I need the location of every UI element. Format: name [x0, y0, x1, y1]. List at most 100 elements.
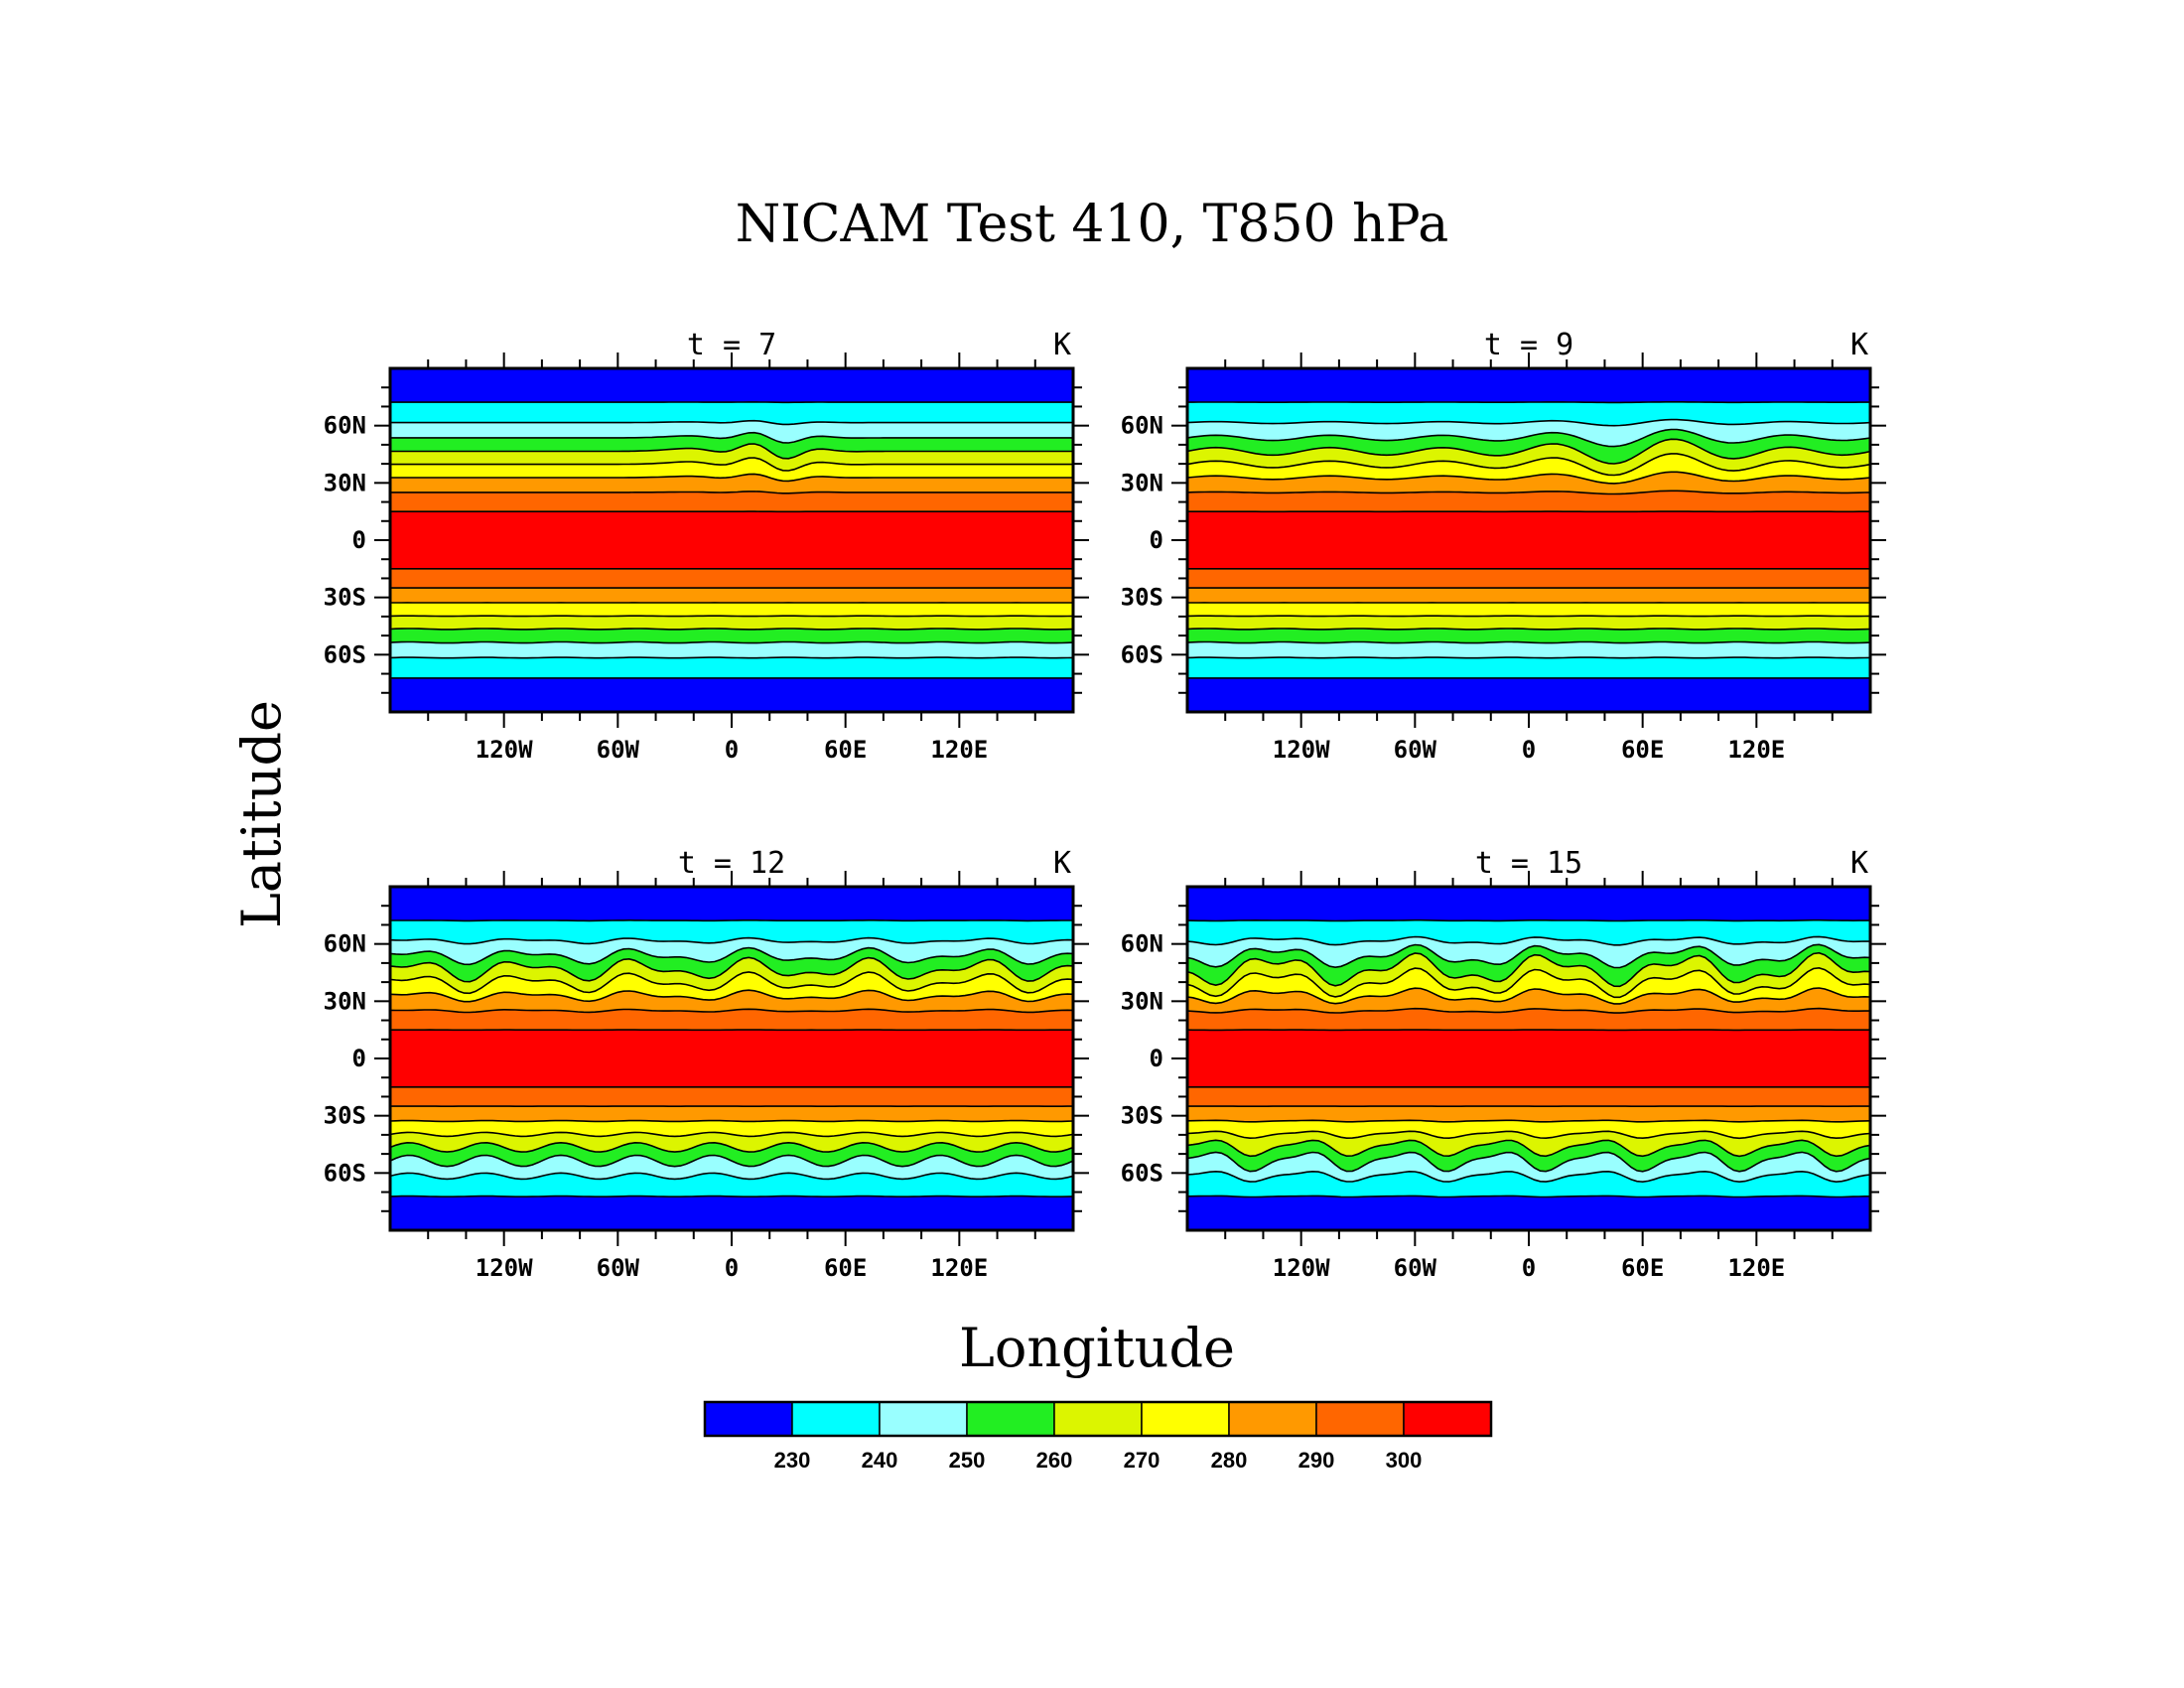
- y-tick-label: 60S: [324, 1159, 366, 1187]
- y-axis-title: Latitude: [230, 700, 293, 928]
- contour-250-south: [1187, 1151, 1870, 1173]
- y-tick-label: 30N: [1121, 469, 1163, 496]
- contour-240-south: [390, 656, 1073, 659]
- contour-270-north: [1187, 453, 1870, 477]
- contour-260-north: [390, 443, 1073, 460]
- y-tick-label: 60N: [1121, 412, 1163, 440]
- y-tick-label: 0: [352, 1045, 366, 1072]
- contour-270-north: [390, 971, 1073, 995]
- colorbar-box: [704, 1401, 793, 1437]
- y-tick-label: 0: [1150, 526, 1163, 554]
- contour-280-north: [1187, 471, 1870, 485]
- y-tick-label: 30S: [1121, 584, 1163, 612]
- colorbar: 230 240 250 260 270 280 290 300: [703, 1400, 1493, 1473]
- x-tick-label: 60E: [1621, 736, 1664, 764]
- contour-270-north: [390, 457, 1073, 472]
- x-tick-label: 60E: [824, 1254, 867, 1282]
- contour-280-north: [390, 473, 1073, 483]
- colorbar-label: 230: [774, 1448, 811, 1473]
- y-tick-label: 60S: [1121, 640, 1163, 668]
- contour-240-south: [1187, 656, 1870, 659]
- y-tick-label: 60N: [324, 930, 366, 958]
- x-tick-label: 60E: [824, 736, 867, 764]
- colorbar-box: [1403, 1401, 1492, 1437]
- x-tick-label: 60W: [597, 736, 640, 764]
- band-300: [390, 511, 1073, 569]
- contour-290-north: [1187, 490, 1870, 495]
- y-tick-label: 60S: [324, 640, 366, 668]
- colorbar-box: [791, 1401, 881, 1437]
- y-tick-label: 60S: [1121, 1159, 1163, 1187]
- panel-units: K: [1053, 846, 1071, 881]
- colorbar-box: [1141, 1401, 1230, 1437]
- contour-250-north: [1187, 943, 1870, 969]
- x-tick-label: 0: [1522, 736, 1536, 764]
- contour-270-north: [1187, 966, 1870, 999]
- colorbar-box: [1315, 1401, 1405, 1437]
- contour-260-south: [390, 1141, 1073, 1153]
- x-tick-label: 0: [725, 736, 739, 764]
- contour-260-south: [1187, 1139, 1870, 1158]
- contour-280-south: [1187, 1119, 1870, 1123]
- contour-240-north: [390, 936, 1073, 945]
- x-tick-label: 120E: [1727, 1254, 1785, 1282]
- x-tick-label: 0: [725, 1254, 739, 1282]
- contour-240-south: [390, 1172, 1073, 1181]
- x-tick-label: 120E: [930, 736, 988, 764]
- colorbar-box: [1053, 1401, 1143, 1437]
- contour-250-north: [390, 431, 1073, 444]
- y-tick-label: 30N: [1121, 987, 1163, 1015]
- x-tick-label: 60W: [1394, 1254, 1437, 1282]
- colorbar-label: 270: [1124, 1448, 1160, 1473]
- contour-280-north: [390, 989, 1073, 1003]
- y-tick-label: 30S: [324, 1102, 366, 1130]
- x-tick-label: 120E: [1727, 736, 1785, 764]
- contour-250-north: [390, 946, 1073, 966]
- contour-260-north: [1187, 951, 1870, 988]
- x-axis-title: Longitude: [959, 1317, 1235, 1379]
- contour-240-north: [1187, 418, 1870, 427]
- contour-260-south: [1187, 628, 1870, 631]
- contour-290-north: [1187, 1007, 1870, 1014]
- x-tick-label: 120W: [1273, 1254, 1330, 1282]
- y-tick-label: 30N: [324, 469, 366, 496]
- contour-290-north: [390, 1008, 1073, 1014]
- x-tick-label: 120W: [476, 1254, 533, 1282]
- contour-250-south: [1187, 640, 1870, 644]
- colorbar-box: [1228, 1401, 1317, 1437]
- contour-230-north: [390, 918, 1073, 922]
- temperature-field: [1187, 368, 1870, 712]
- y-tick-label: 60N: [324, 412, 366, 440]
- x-tick-label: 120W: [476, 736, 533, 764]
- x-tick-label: 120E: [930, 1254, 988, 1282]
- contour-250-north: [1187, 428, 1870, 448]
- contour-230-south: [390, 1195, 1073, 1197]
- temperature-field: [1187, 887, 1870, 1230]
- colorbar-label: 280: [1211, 1448, 1248, 1473]
- y-tick-label: 30S: [1121, 1102, 1163, 1130]
- contour-260-north: [390, 956, 1073, 983]
- colorbar-frame: [703, 1400, 1493, 1438]
- contour-280-south: [390, 1119, 1073, 1123]
- contour-260-south: [390, 628, 1073, 631]
- temperature-field: [390, 368, 1073, 712]
- contour-240-north: [1187, 935, 1870, 946]
- colorbar-label: 260: [1036, 1448, 1073, 1473]
- contour-250-south: [390, 1154, 1073, 1168]
- panel-units: K: [1850, 328, 1868, 362]
- contour-240-north: [390, 419, 1073, 426]
- x-tick-label: 120W: [1273, 736, 1330, 764]
- y-tick-label: 30N: [324, 987, 366, 1015]
- x-tick-label: 60W: [597, 1254, 640, 1282]
- colorbar-label: 250: [949, 1448, 986, 1473]
- chart-title: NICAM Test 410, T850 hPa: [736, 195, 1449, 254]
- x-tick-label: 0: [1522, 1254, 1536, 1282]
- temperature-field: [390, 887, 1073, 1230]
- y-tick-label: 30S: [324, 584, 366, 612]
